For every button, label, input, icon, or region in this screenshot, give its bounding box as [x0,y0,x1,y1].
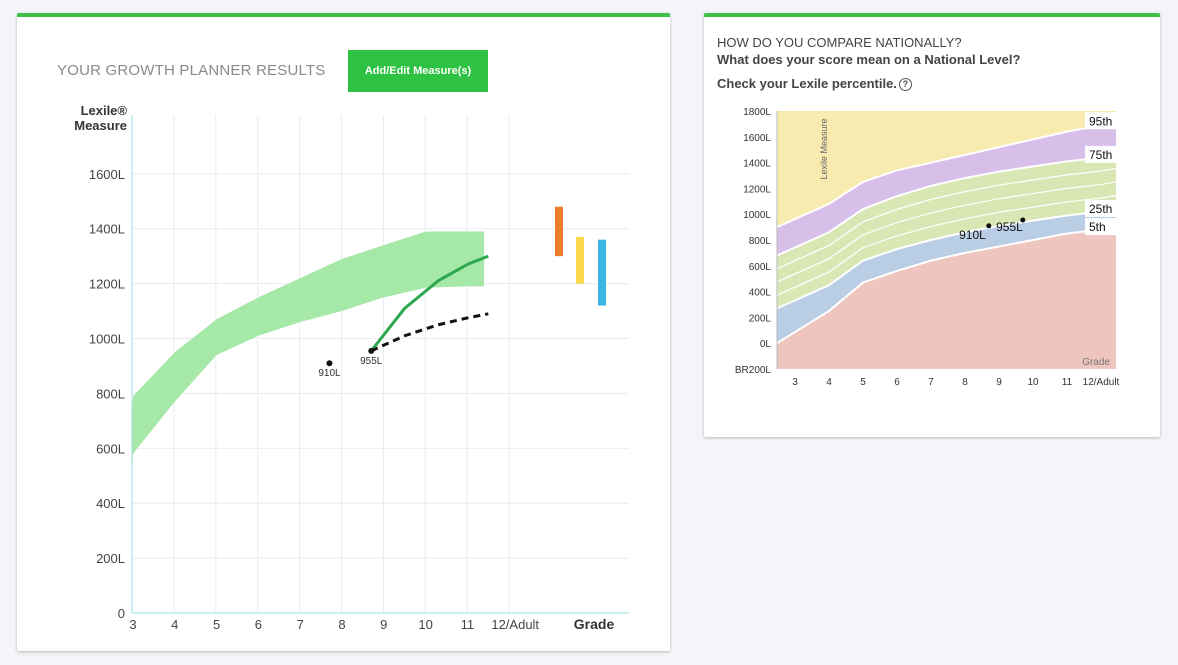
x-tick-label: 6 [894,377,900,388]
x-tick-label: 4 [826,377,832,388]
band-below-5 [777,227,1116,369]
percentile-label: 75th [1089,148,1112,162]
y-tick-label: 800L [749,236,772,247]
x-tick-label: 7 [297,617,304,632]
x-tick-label: 5 [213,617,220,632]
percentile-guide-line [776,181,1117,283]
y-tick-label: 1600L [89,167,125,182]
x-tick-label: 9 [996,377,1002,388]
y-axis-title-line2: Measure [74,118,127,133]
projection-line [370,312,489,353]
x-tick-label: 10 [418,617,432,632]
band-5-25 [777,209,1116,344]
data-points: 910L 955L [318,347,383,379]
y-tick-label: 400L [749,288,772,299]
percentile-line [776,120,1117,229]
x-tick-label: 10 [1027,377,1039,388]
data-point [986,223,992,229]
percentile-label-box [1085,112,1118,130]
percentile-line [776,208,1117,310]
x-axis-title: Grade [574,616,615,632]
x-tick-label: 12/Adult [491,617,539,632]
national-subheading: What does your score mean on a National … [717,52,1021,67]
y-tick-label: BR200L [735,365,772,376]
percentile-prompt: Check your Lexile percentile.? [717,76,912,91]
data-points: 910L 955L [959,217,1026,242]
data-point [1020,217,1026,223]
tick-labels: BR200L 0L 200L 400L 600L 800L 1000L 1200L 1400L 1… [735,107,1120,388]
corner-grade-label: Grade [1082,357,1110,368]
add-edit-measure-button[interactable]: Add/Edit Measure(s) [348,50,488,92]
y-tick-label: 400L [96,496,125,511]
range-bar [576,236,584,284]
y-tick-label: 800L [96,386,125,401]
y-tick-label: 1400L [89,222,125,237]
data-point [326,360,333,367]
percentile-guide-line [776,194,1117,296]
percentile-guide-line [776,167,1117,270]
data-point-label: 955L [996,220,1023,234]
data-point [368,347,375,354]
y-tick-label: 1200L [89,277,125,292]
data-point-label: 955L [360,356,383,367]
y-tick-label: 1800L [743,107,771,118]
range-bar [598,239,606,306]
x-tick-label: 7 [928,377,934,388]
question-circle-icon[interactable]: ? [898,78,912,91]
percentile-label: 25th [1089,202,1112,216]
y-tick-label: 1400L [743,159,771,170]
growth-band [132,231,485,484]
x-tick-label: 8 [338,617,345,632]
percentile-label-box [1085,218,1118,236]
x-tick-label: 3 [129,617,136,632]
x-tick-label: 11 [1062,377,1073,388]
x-tick-label: 8 [962,377,968,388]
percentile-label-box [1085,200,1118,218]
y-axis-title: Lexile®Measure [74,103,127,133]
national-heading: HOW DO YOU COMPARE NATIONALLY? [717,35,962,50]
percentile-label: 95th [1089,114,1112,128]
y-tick-label: 1000L [743,210,771,221]
growth-chart: Lexile®Measure 910L 955L 0 200L 400L 600L 800… [74,103,629,632]
y-tick-label: 600L [96,441,125,456]
percentile-label-box [1085,145,1118,163]
percentile-prompt-text: Check your Lexile percentile. [717,76,897,91]
x-tick-label: 4 [171,617,178,632]
y-axis-title: Lexile Measure [819,118,829,179]
y-tick-label: 1600L [743,133,771,144]
percentile-line [776,226,1117,345]
percentile-labels: 5th 25th 75th 95th Grade Lexile Measure [819,112,1118,368]
y-tick-label: 200L [96,551,125,566]
x-tick-label: 6 [255,617,262,632]
y-tick-label: 0L [760,339,772,350]
y-tick-label: 1200L [743,184,771,195]
percentile-line [776,153,1117,257]
national-comparison-card: HOW DO YOU COMPARE NATIONALLY? What does… [704,13,1160,437]
percentile-label: 5th [1089,220,1106,234]
percentile-lines [776,111,1117,369]
y-tick-label: 0 [118,606,125,621]
data-point-label: 910L [318,368,341,379]
axes [131,115,629,614]
growth-lines [370,254,489,353]
y-tick-label: 1000L [89,332,125,347]
range-bar [555,206,563,257]
x-tick-label: 5 [860,377,866,388]
x-tick-label: 12/Adult [1083,377,1120,388]
growth-band-area [132,231,485,484]
y-tick-label: 200L [749,313,772,324]
growth-line [370,254,489,352]
x-tick-label: 9 [380,617,387,632]
tick-labels: 0 200L 400L 600L 800L 1000L 1200L 1400L 1600L 3 4 5… [89,167,615,632]
range-bars [555,206,606,306]
band-75-95 [777,121,1116,256]
y-axis-title-line1: Lexile® [81,103,128,118]
data-point-label: 910L [959,228,986,242]
y-tick-label: 600L [749,262,772,273]
growth-planner-card: YOUR GROWTH PLANNER RESULTS Add/Edit Mea… [17,13,670,651]
growth-planner-title: YOUR GROWTH PLANNER RESULTS [57,62,326,79]
x-tick-label: 11 [461,617,475,632]
x-tick-label: 3 [792,377,798,388]
